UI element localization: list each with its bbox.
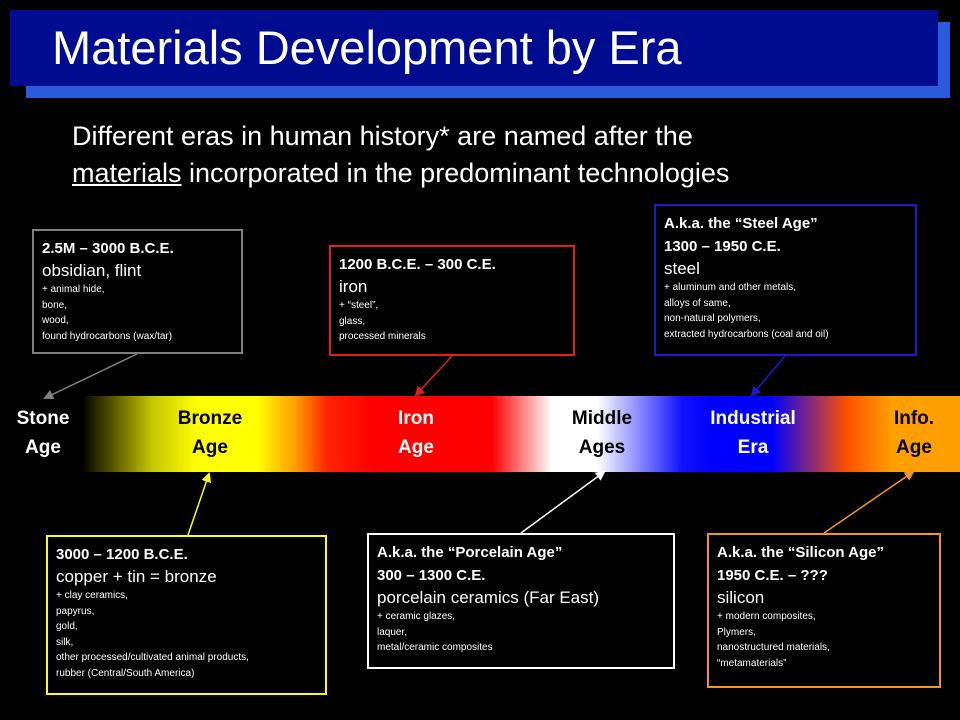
arrow-bronze-age (187, 472, 212, 536)
arrow-iron-age (414, 355, 453, 397)
callout-main-material: silicon (717, 588, 765, 607)
callout-detail: processed minerals (339, 331, 426, 342)
callout-aka: A.k.a. the “Porcelain Age” (377, 544, 563, 561)
callout-detail: nanostructured materials, (717, 642, 830, 653)
callout-detail: extracted hydrocarbons (coal and oil) (664, 328, 829, 340)
title-bar: Materials Development by Era (10, 10, 938, 86)
era-label-line2: Age (896, 437, 932, 458)
era-label-middle-ages: Middle Ages (550, 404, 654, 462)
era-label-line2: Age (192, 437, 228, 458)
callout-detail: Plymers, (717, 626, 756, 638)
callout-detail: + aluminum and other metals, (664, 282, 797, 293)
callout-main-material: steel (664, 259, 700, 278)
callout-main-material: obsidian, flint (42, 261, 142, 280)
callout-industrial-era: A.k.a. the “Steel Age” 1300 – 1950 C.E. … (654, 204, 917, 356)
intro-line-2-rest: incorporated in the predominant technolo… (181, 158, 730, 188)
callout-detail: laquer, (377, 626, 408, 638)
era-label-line1: Stone (16, 408, 70, 429)
callout-dates: 1300 – 1950 C.E. (664, 238, 781, 255)
era-label-stone-age: Stone Age (4, 404, 82, 462)
era-label-line1: Iron (398, 408, 434, 429)
callout-detail: metal/ceramic composites (377, 642, 493, 653)
callout-detail: found hydrocarbons (wax/tar) (42, 330, 173, 342)
callout-dates: 1950 C.E. – ??? (717, 567, 828, 584)
era-label-line2: Age (398, 437, 434, 458)
callout-main-material: copper + tin = bronze (56, 567, 217, 586)
era-gradient-band (82, 396, 960, 472)
callout-detail: bone, (42, 299, 68, 311)
callout-detail: + “steel”, (339, 300, 379, 311)
callout-detail: non-natural polymers, (664, 313, 761, 324)
era-label-line1: Info. (893, 408, 935, 429)
era-label-line2: Ages (578, 437, 626, 458)
callout-detail: other processed/cultivated animal produc… (56, 652, 249, 663)
callout-aka: A.k.a. the “Silicon Age” (717, 544, 884, 561)
callout-detail: glass, (339, 315, 366, 327)
era-label-line2: Age (25, 437, 61, 458)
era-label-info-age: Info. Age (872, 404, 956, 462)
callout-detail: silk, (56, 636, 74, 648)
callout-aka: A.k.a. the “Steel Age” (664, 215, 818, 232)
callout-main-material: iron (339, 277, 368, 296)
callout-middle-ages: A.k.a. the “Porcelain Age” 300 – 1300 C.… (367, 533, 675, 669)
callout-detail: alloys of same, (664, 297, 731, 309)
callout-info-age: A.k.a. the “Silicon Age” 1950 C.E. – ???… (707, 533, 941, 688)
callout-bronze-age: 3000 – 1200 B.C.E. copper + tin = bronze… (46, 535, 327, 695)
era-label-iron-age: Iron Age (366, 404, 466, 462)
callout-dates: 2.5M – 3000 B.C.E. (42, 240, 174, 257)
arrow-industrial-era (750, 355, 786, 397)
callout-detail: + modern composites, (717, 611, 816, 622)
era-label-line1: Middle (571, 408, 633, 429)
callout-detail: papyrus, (56, 605, 95, 617)
callout-main-material: porcelain ceramics (Far East) (377, 588, 600, 607)
intro-line-2: materials incorporated in the predominan… (72, 155, 932, 192)
callout-detail: wood, (42, 315, 69, 326)
intro-text: Different eras in human history* are nam… (72, 118, 932, 192)
callout-dates: 3000 – 1200 B.C.E. (56, 546, 188, 563)
callout-stone-age: 2.5M – 3000 B.C.E. obsidian, flint + ani… (32, 229, 243, 354)
callout-dates: 300 – 1300 C.E. (377, 567, 486, 584)
callout-detail: + animal hide, (42, 284, 105, 295)
callout-detail: gold, (56, 621, 78, 632)
era-label-line1: Bronze (177, 408, 243, 429)
callout-detail: rubber (Central/South America) (56, 667, 195, 679)
arrow-middle-ages (520, 470, 606, 534)
callout-detail: “metamaterials” (717, 657, 787, 669)
era-label-line1: Industrial (710, 408, 796, 429)
callout-detail: + ceramic glazes, (377, 611, 456, 622)
era-label-line2: Era (737, 437, 769, 458)
arrow-stone-age (43, 353, 138, 400)
callout-detail: + clay ceramics, (56, 590, 128, 601)
era-label-bronze-age: Bronze Age (160, 404, 260, 462)
intro-underlined-word: materials (72, 158, 182, 188)
slide-title: Materials Development by Era (52, 21, 682, 74)
callout-dates: 1200 B.C.E. – 300 C.E. (339, 256, 496, 273)
arrow-info-age (823, 470, 915, 534)
intro-line-1: Different eras in human history* are nam… (72, 121, 693, 151)
era-label-industrial-era: Industrial Era (694, 404, 812, 462)
callout-iron-age: 1200 B.C.E. – 300 C.E. iron + “steel”, g… (329, 245, 575, 356)
